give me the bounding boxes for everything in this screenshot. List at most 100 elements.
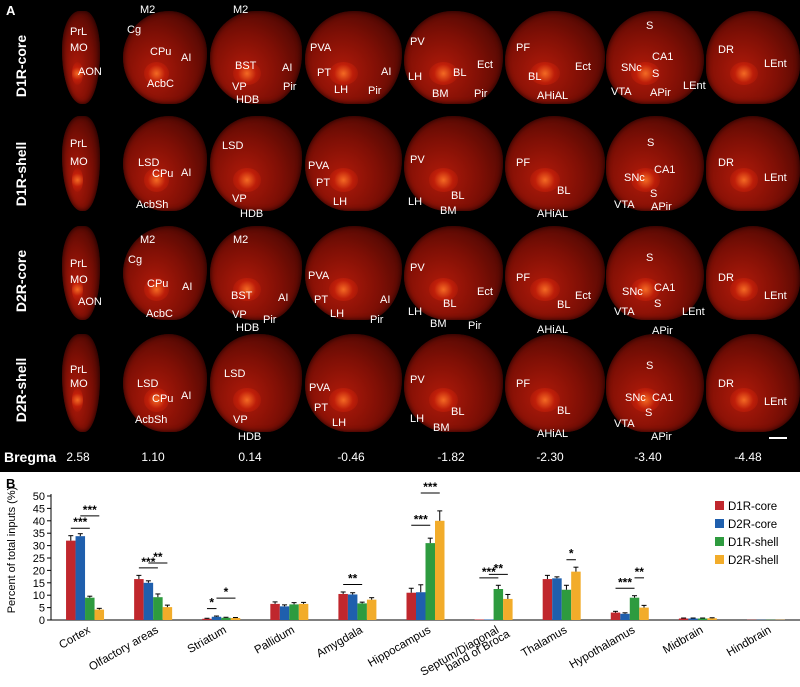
region-label: AI <box>181 167 192 179</box>
brain-slice <box>505 11 605 104</box>
brain-slice <box>62 116 100 211</box>
region-label: PF <box>516 42 531 54</box>
region-label: MO <box>70 274 88 286</box>
bregma-value: 0.14 <box>238 450 262 464</box>
row-label-d1r-core: D1R-core <box>13 34 29 98</box>
bar-d2r-core <box>620 613 630 620</box>
region-label: AI <box>381 66 392 78</box>
region-label: PVA <box>310 42 332 54</box>
fluorescence-hotspot <box>428 62 459 86</box>
brain-slice <box>606 226 704 320</box>
region-label: MO <box>70 42 88 54</box>
region-label: AI <box>380 294 391 306</box>
fluorescence-hotspot <box>630 62 660 86</box>
bregma-value: -3.40 <box>634 450 662 464</box>
category-label: Pallidum <box>253 624 297 656</box>
region-label: BL <box>557 185 571 197</box>
bar-d2r-core <box>211 616 222 620</box>
brain-slice <box>305 116 402 211</box>
brain-slice <box>123 226 207 320</box>
region-label: M2 <box>140 234 156 246</box>
region-label: LH <box>408 306 423 318</box>
region-label: APir <box>651 431 672 443</box>
region-label: BM <box>440 205 457 217</box>
fluorescence-hotspot <box>729 387 758 413</box>
region-label: M2 <box>233 234 249 246</box>
region-label: BL <box>453 67 467 79</box>
bar-d1r-core <box>202 618 212 620</box>
region-label: HDB <box>236 322 260 334</box>
bar-d1r-core <box>66 540 76 620</box>
region-label: DR <box>718 157 734 169</box>
y-tick-label: 45 <box>33 503 45 515</box>
region-label: Pir <box>283 81 297 93</box>
bar-d1r-core <box>542 579 553 620</box>
bar-d2r-shell <box>94 609 105 620</box>
significance-marker: *** <box>83 503 97 517</box>
region-label: PV <box>410 374 425 386</box>
region-label: AcbSh <box>135 414 168 426</box>
bar-d2r-shell <box>639 607 649 620</box>
fluorescence-hotspot <box>329 62 359 86</box>
region-label: CPu <box>150 46 172 58</box>
bar-d1r-shell <box>697 618 708 620</box>
bregma-value: -2.30 <box>536 450 564 464</box>
brain-slice <box>505 116 605 211</box>
bar-d1r-shell <box>425 543 435 620</box>
bar-d1r-shell <box>289 604 299 620</box>
fluorescence-hotspot <box>144 168 170 192</box>
bar-d2r-core <box>347 594 358 620</box>
brain-slice <box>404 334 503 432</box>
significance-marker: *** <box>423 480 437 494</box>
region-label: S <box>647 137 655 149</box>
region-label: PVA <box>308 270 330 282</box>
bar-d1r-core <box>406 592 416 620</box>
region-label: BM <box>432 88 449 100</box>
bar-d2r-shell <box>707 618 717 620</box>
y-tick-label: 30 <box>33 541 45 553</box>
significance-marker: *** <box>73 515 87 529</box>
region-label: S <box>646 252 654 264</box>
fluorescence-hotspot <box>233 168 261 192</box>
fluorescence-hotspot <box>144 62 170 86</box>
region-label: LH <box>408 196 423 208</box>
brain-slice <box>62 11 100 104</box>
legend-swatch <box>715 519 724 528</box>
region-label: Pir <box>263 314 277 326</box>
region-label: LEnt <box>764 58 787 70</box>
region-label: BL <box>557 405 571 417</box>
region-label: S <box>645 407 653 419</box>
bar-d2r-shell <box>230 618 241 620</box>
region-label: S <box>646 20 654 32</box>
region-label: BM <box>433 422 450 434</box>
panel-b-letter: B <box>6 476 16 491</box>
region-label: LH <box>333 196 348 208</box>
brain-slice <box>706 334 800 432</box>
region-label: VTA <box>614 199 635 211</box>
brain-slice <box>404 226 503 320</box>
fluorescence-hotspot <box>428 168 459 192</box>
region-label: M2 <box>233 4 249 16</box>
fluorescence-hotspot <box>630 387 660 413</box>
significance-marker: *** <box>618 575 632 589</box>
region-label: Cg <box>127 24 142 36</box>
y-tick-label: 5 <box>39 603 45 615</box>
region-label: Pir <box>370 314 384 326</box>
fluorescence-hotspot <box>428 277 459 302</box>
fluorescence-hotspot <box>530 168 560 192</box>
region-label: S <box>654 298 662 310</box>
region-label: AHiAL <box>537 428 569 440</box>
region-label: S <box>646 360 654 372</box>
region-label: PV <box>410 262 425 274</box>
bar-d2r-shell <box>571 571 581 620</box>
region-label: VP <box>232 309 247 321</box>
region-label: VTA <box>614 306 635 318</box>
region-label: PF <box>516 378 531 390</box>
bar-d1r-shell <box>357 603 367 620</box>
legend-label: D2R-shell <box>728 555 779 567</box>
significance-marker: * <box>224 585 229 599</box>
region-label: VP <box>232 193 247 205</box>
brain-slice <box>305 11 402 104</box>
fluorescence-hotspot <box>729 168 758 192</box>
region-label: LEnt <box>764 396 787 408</box>
